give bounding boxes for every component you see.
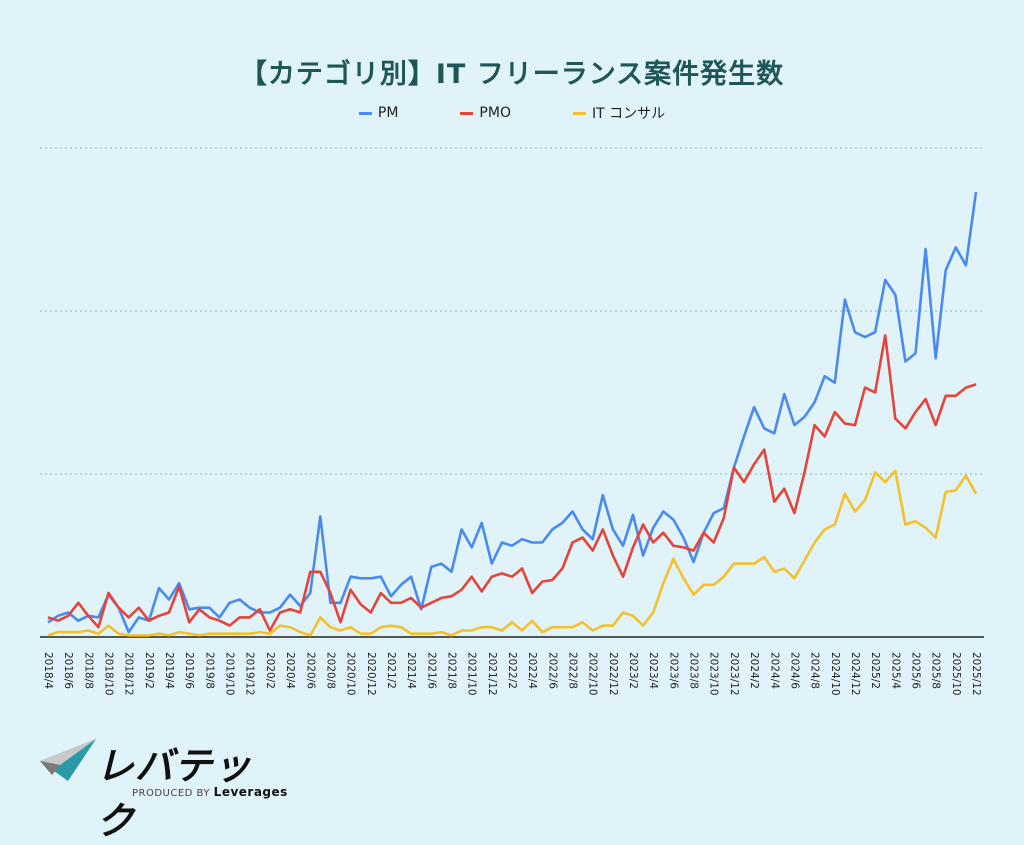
x-tick-label: 2019/2 [143,652,155,689]
x-tick-label: 2022/4 [526,652,538,689]
logo-subtitle: PRODUCED BY Leverages [132,785,288,799]
x-tick-label: 2021/12 [486,652,498,696]
x-tick-label: 2020/8 [324,652,336,689]
x-tick-label: 2025/2 [869,652,881,689]
x-tick-label: 2021/8 [445,652,457,689]
x-tick-label: 2019/6 [183,652,195,689]
x-tick-label: 2024/4 [768,652,780,689]
x-tick-label: 2023/6 [667,652,679,689]
x-tick-label: 2018/8 [82,652,94,689]
logo-produced-by: PRODUCED BY [132,788,210,799]
x-tick-label: 2024/12 [849,652,861,696]
x-tick-label: 2022/8 [567,652,579,689]
x-tick-label: 2018/4 [42,652,54,689]
x-tick-label: 2023/12 [728,652,740,696]
x-tick-label: 2025/10 [950,652,962,696]
x-tick-label: 2022/12 [607,652,619,696]
x-tick-label: 2021/10 [466,652,478,696]
x-tick-label: 2023/4 [647,652,659,689]
x-tick-label: 2020/2 [264,652,276,689]
x-tick-label: 2018/6 [62,652,74,689]
x-tick-label: 2024/8 [809,652,821,689]
x-tick-label: 2024/2 [748,652,760,689]
x-tick-label: 2024/10 [829,652,841,696]
x-tick-label: 2020/4 [284,652,296,689]
logo-mark-icon [38,737,98,787]
x-tick-label: 2022/10 [587,652,599,696]
x-tick-label: 2023/8 [688,652,700,689]
x-tick-label: 2019/10 [224,652,236,696]
leverages-logo: レバテック PRODUCED BY Leverages [38,735,278,805]
x-tick-label: 2021/6 [425,652,437,689]
x-tick-label: 2025/4 [889,652,901,689]
x-tick-label: 2025/12 [970,652,982,696]
x-tick-label: 2019/4 [163,652,175,689]
x-tick-label: 2018/12 [123,652,135,696]
x-tick-label: 2020/6 [304,652,316,689]
series-line-1 [48,335,976,630]
x-tick-label: 2019/8 [203,652,215,689]
x-tick-label: 2021/2 [385,652,397,689]
x-tick-label: 2023/10 [708,652,720,696]
x-tick-label: 2024/6 [788,652,800,689]
logo-brand: Leverages [214,785,288,799]
x-tick-label: 2023/2 [627,652,639,689]
series-line-0 [48,192,976,632]
x-tick-label: 2025/8 [930,652,942,689]
x-tick-label: 2025/6 [909,652,921,689]
x-tick-label: 2020/12 [365,652,377,696]
x-tick-label: 2020/10 [345,652,357,696]
x-tick-label: 2019/12 [244,652,256,696]
x-tick-label: 2022/6 [546,652,558,689]
x-tick-label: 2022/2 [506,652,518,689]
x-tick-label: 2018/10 [103,652,115,696]
x-tick-label: 2021/4 [405,652,417,689]
